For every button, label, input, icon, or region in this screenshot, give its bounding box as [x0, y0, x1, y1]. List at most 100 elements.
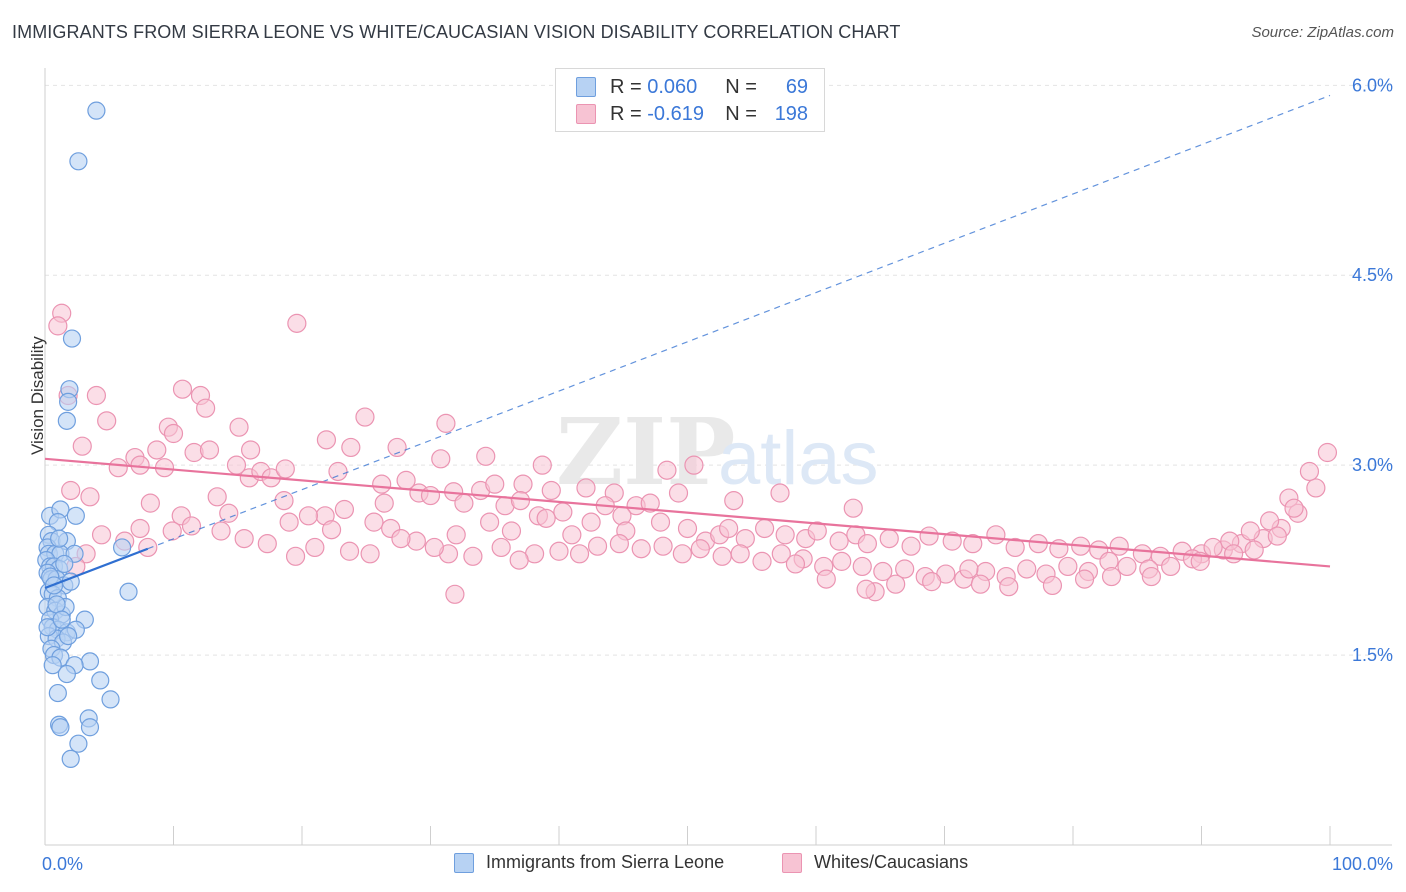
data-point-whites: [162, 521, 182, 541]
data-point-whites: [436, 413, 456, 433]
data-point-whites: [581, 512, 601, 532]
data-point-whites: [463, 546, 483, 566]
trend-line-whites: [44, 457, 1331, 568]
data-point-sierra-leone: [50, 529, 69, 548]
data-point-whites: [275, 459, 295, 479]
data-point-whites: [334, 499, 355, 520]
data-point-sierra-leone: [48, 683, 67, 703]
data-point-whites: [895, 559, 915, 579]
data-point-whites: [959, 559, 979, 579]
data-point-whites: [677, 518, 698, 539]
watermark-atlas: atlas: [718, 416, 879, 501]
data-point-whites: [130, 455, 150, 475]
data-point-whites: [48, 316, 68, 336]
data-point-whites: [316, 430, 337, 450]
data-point-whites: [549, 541, 569, 561]
data-point-sierra-leone: [38, 618, 57, 637]
data-point-whites: [491, 537, 511, 558]
data-point-whites: [387, 437, 407, 458]
data-point-whites: [341, 437, 361, 458]
data-point-whites: [287, 313, 307, 333]
data-point-sierra-leone: [43, 656, 62, 675]
data-point-whites: [1284, 498, 1304, 518]
bottom-legend-sierra-leone: Immigrants from Sierra Leone: [454, 852, 724, 873]
data-point-whites: [1203, 537, 1223, 558]
data-point-whites: [684, 455, 704, 475]
data-point-whites: [1161, 556, 1181, 577]
bottom-legend-label: Immigrants from Sierra Leone: [486, 852, 725, 872]
data-point-whites: [843, 498, 863, 518]
data-point-whites: [285, 546, 306, 566]
data-point-whites: [108, 458, 128, 478]
data-point-whites: [420, 485, 441, 506]
data-point-whites: [712, 546, 732, 566]
data-point-whites: [532, 455, 552, 475]
data-point-whites: [562, 525, 582, 545]
data-point-sierra-leone: [80, 652, 100, 671]
data-point-whites: [454, 493, 474, 513]
data-point-whites: [445, 584, 465, 604]
data-point-whites: [234, 528, 254, 549]
data-point-sierra-leone: [80, 718, 100, 737]
data-point-whites: [364, 512, 384, 532]
y-tick-label: 6.0%: [1352, 75, 1393, 95]
data-point-whites: [752, 551, 772, 571]
legend-row-whites: R = -0.619 N = 198: [576, 101, 808, 127]
data-point-whites: [1028, 534, 1048, 554]
data-point-whites: [942, 531, 962, 551]
data-point-whites: [513, 474, 533, 494]
data-point-whites: [1017, 559, 1037, 579]
x-tick-label-min: 0.0%: [42, 854, 83, 874]
data-point-whites: [785, 554, 806, 574]
data-point-whites: [724, 491, 744, 511]
legend-n-label: N =: [725, 75, 757, 98]
data-point-whites: [807, 521, 827, 541]
label-layer: 1.5% 3.0% 4.5% 6.0% 0.0% 100.0%: [42, 75, 1393, 874]
data-point-sierra-leone: [69, 734, 88, 753]
data-point-whites: [999, 577, 1019, 597]
data-point-sierra-leone: [51, 718, 70, 737]
data-point-whites: [730, 544, 750, 564]
data-point-whites: [138, 537, 158, 558]
data-point-whites: [1306, 478, 1326, 498]
data-point-whites: [207, 487, 227, 507]
data-point-whites: [80, 487, 100, 507]
data-point-whites: [485, 474, 505, 494]
data-point-sierra-leone: [69, 152, 88, 171]
grid-layer: [45, 84, 1392, 656]
legend-n-value: 198: [774, 102, 809, 125]
data-point-whites: [879, 528, 899, 549]
data-point-whites: [754, 518, 775, 539]
axis-layer: [44, 68, 1392, 846]
data-point-whites: [640, 493, 660, 513]
bottom-legend-swatch-pink: [782, 852, 802, 873]
data-point-whites: [668, 483, 689, 503]
data-point-sierra-leone: [57, 411, 76, 430]
bottom-legend-label: Whites/Caucasians: [814, 852, 969, 872]
data-point-whites: [771, 544, 791, 564]
data-point-whites: [719, 518, 739, 539]
data-point-whites: [852, 556, 872, 577]
data-point-whites: [196, 398, 216, 418]
data-point-whites: [431, 449, 451, 469]
data-point-whites: [970, 574, 991, 594]
data-point-whites: [770, 483, 790, 503]
data-point-whites: [919, 526, 939, 546]
data-point-sierra-leone: [119, 582, 138, 601]
data-point-whites: [963, 534, 983, 554]
data-point-whites: [72, 436, 92, 456]
points-layer: [37, 101, 1338, 769]
data-point-whites: [446, 525, 466, 545]
data-point-sierra-leone: [61, 749, 80, 769]
data-point-whites: [873, 561, 893, 582]
data-point-sierra-leone: [87, 101, 106, 120]
legend-swatch-pink: [576, 104, 596, 124]
data-point-whites: [1267, 526, 1287, 546]
data-point-whites: [199, 440, 220, 460]
data-point-whites: [241, 440, 261, 460]
data-point-sierra-leone: [57, 664, 76, 684]
data-point-whites: [857, 534, 878, 554]
data-point-whites: [672, 544, 692, 564]
data-point-whites: [1109, 536, 1129, 556]
